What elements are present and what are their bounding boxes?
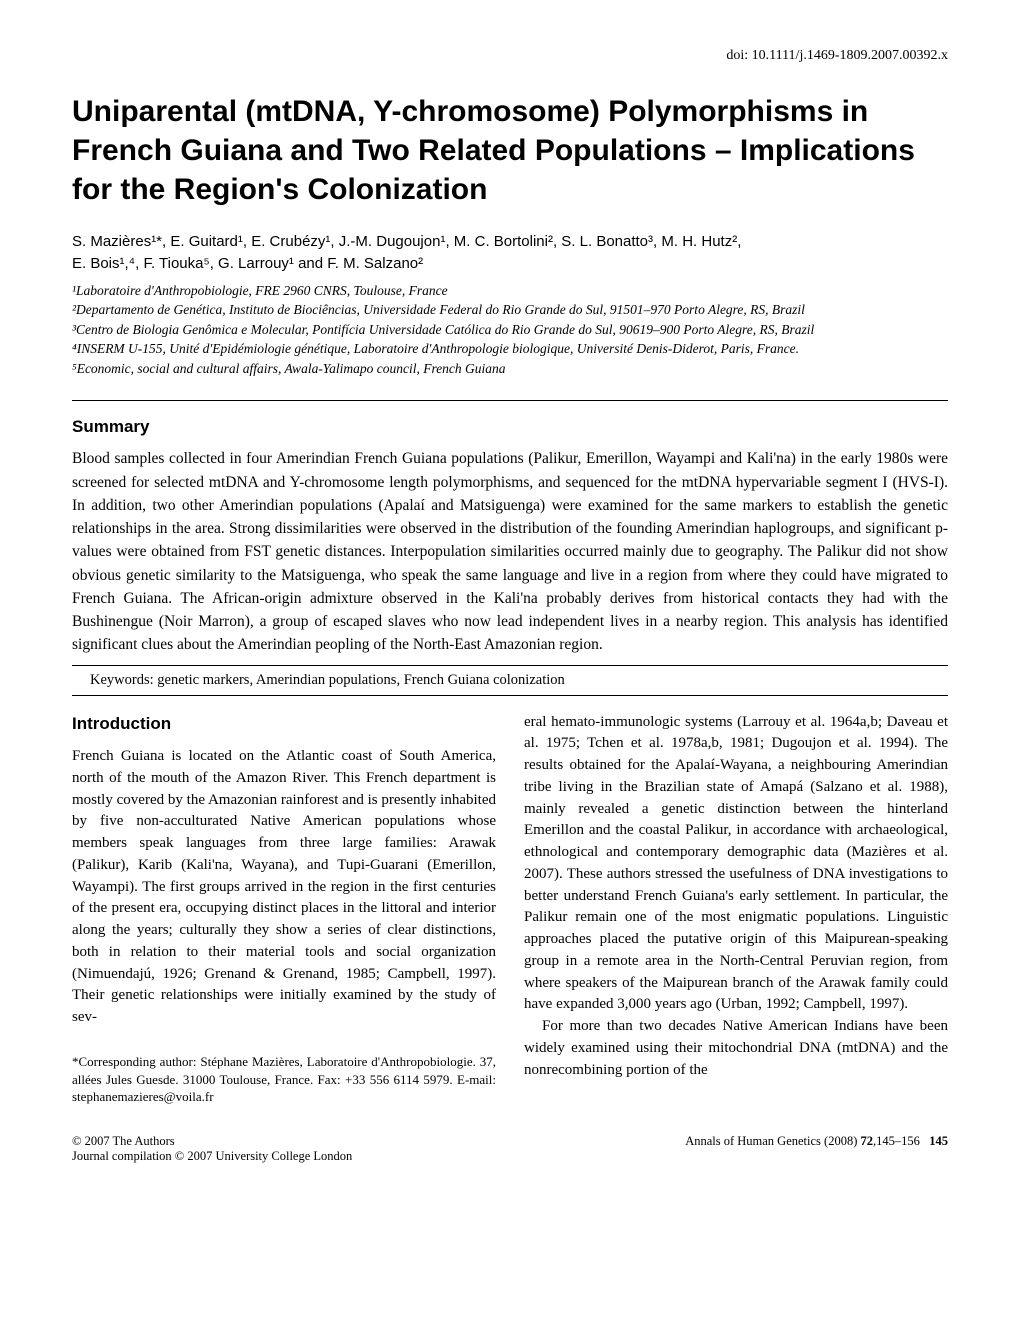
citation-volume: 72 bbox=[861, 1134, 874, 1148]
footer-right: Annals of Human Genetics (2008) 72,145–1… bbox=[685, 1134, 948, 1164]
affiliation-1: ¹Laboratoire d'Anthropobiologie, FRE 296… bbox=[72, 281, 948, 301]
page-footer: © 2007 The Authors Journal compilation ©… bbox=[72, 1134, 948, 1164]
intro-paragraph-1-cont: eral hemato-immunologic systems (Larrouy… bbox=[524, 712, 948, 1017]
affiliation-2: ²Departamento de Genética, Instituto de … bbox=[72, 300, 948, 320]
corresponding-author: *Corresponding author: Stéphane Mazières… bbox=[72, 1053, 496, 1106]
divider-rule bbox=[72, 400, 948, 401]
page: doi: 10.1111/j.1469-1809.2007.00392.x Un… bbox=[0, 0, 1020, 1204]
affiliation-4: ⁴INSERM U-155, Unité d'Epidémiologie gén… bbox=[72, 339, 948, 359]
authors-block: S. Mazières¹*, E. Guitard¹, E. Crubézy¹,… bbox=[72, 231, 948, 275]
keywords-line: Keywords: genetic markers, Amerindian po… bbox=[90, 672, 948, 689]
divider-rule bbox=[72, 695, 948, 696]
summary-heading: Summary bbox=[72, 417, 948, 437]
two-column-body: Introduction French Guiana is located on… bbox=[72, 712, 948, 1106]
divider-rule bbox=[72, 665, 948, 666]
citation-prefix: Annals of Human Genetics (2008) bbox=[685, 1134, 860, 1148]
summary-body: Blood samples collected in four Amerindi… bbox=[72, 447, 948, 656]
copyright-line-2: Journal compilation © 2007 University Co… bbox=[72, 1149, 352, 1164]
authors-line-2: E. Bois¹,⁴, F. Tiouka⁵, G. Larrouy¹ and … bbox=[72, 253, 948, 275]
left-column: Introduction French Guiana is located on… bbox=[72, 712, 496, 1106]
affiliations-block: ¹Laboratoire d'Anthropobiologie, FRE 296… bbox=[72, 281, 948, 379]
intro-paragraph-1: French Guiana is located on the Atlantic… bbox=[72, 746, 496, 1029]
citation-pages: ,145–156 bbox=[873, 1134, 920, 1148]
right-column: eral hemato-immunologic systems (Larrouy… bbox=[524, 712, 948, 1106]
authors-line-1: S. Mazières¹*, E. Guitard¹, E. Crubézy¹,… bbox=[72, 231, 948, 253]
affiliation-3: ³Centro de Biologia Genômica e Molecular… bbox=[72, 320, 948, 340]
intro-paragraph-2: For more than two decades Native America… bbox=[524, 1016, 948, 1081]
footer-left: © 2007 The Authors Journal compilation ©… bbox=[72, 1134, 352, 1164]
doi-text: doi: 10.1111/j.1469-1809.2007.00392.x bbox=[72, 48, 948, 64]
page-number: 145 bbox=[929, 1134, 948, 1148]
article-title: Uniparental (mtDNA, Y-chromosome) Polymo… bbox=[72, 92, 948, 209]
copyright-line-1: © 2007 The Authors bbox=[72, 1134, 352, 1149]
introduction-heading: Introduction bbox=[72, 712, 496, 737]
affiliation-5: ⁵Economic, social and cultural affairs, … bbox=[72, 359, 948, 379]
